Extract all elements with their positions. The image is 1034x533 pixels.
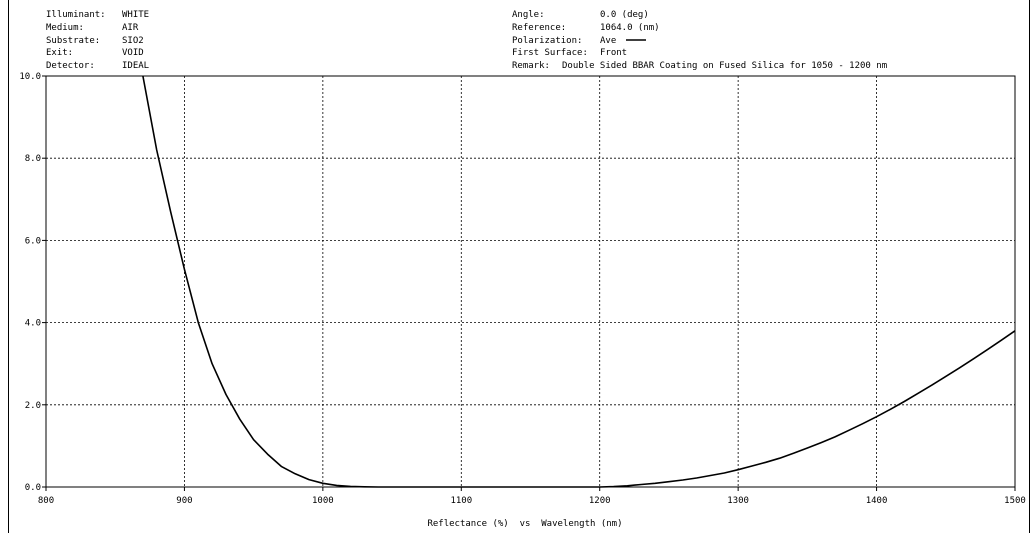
- x-axis-label: Reflectance (%) vs Wavelength (nm): [427, 519, 622, 529]
- header-right-value-1: 1064.0 (nm): [600, 23, 660, 33]
- y-tick-label-10.0: 10.0: [19, 72, 41, 82]
- header-left-value-3: VOID: [122, 48, 144, 58]
- x-tick-label-1500: 1500: [1004, 496, 1026, 506]
- plot-area: 800 900 1000 1100 1200 1300 1400 1500 0.0 2.0 4.0 6…: [19, 72, 1026, 506]
- x-tick-label-1400: 1400: [866, 496, 888, 506]
- header-right-value-2: Ave: [600, 36, 616, 46]
- x-tick-label-1100: 1100: [450, 496, 472, 506]
- header-right-value-0: 0.0 (deg): [600, 10, 649, 20]
- x-tick-label-1300: 1300: [727, 496, 749, 506]
- header-right-key-3: First Surface:: [512, 48, 588, 58]
- plot-frame: [45, 75, 1016, 488]
- series-line-ave: [142, 75, 1016, 488]
- header-left-key-4: Detector:: [46, 61, 95, 71]
- y-tick-label-8.0: 8.0: [25, 154, 41, 164]
- header-left-key-2: Substrate:: [46, 36, 100, 46]
- x-tick-label-1000: 1000: [312, 496, 334, 506]
- x-tick-label-900: 900: [176, 496, 192, 506]
- header-left-key-1: Medium:: [46, 23, 84, 33]
- y-tick-label-0.0: 0.0: [25, 483, 41, 493]
- header-right-value-4: Double Sided BBAR Coating on Fused Silic…: [562, 61, 887, 71]
- header-right: Angle: 0.0 (deg) Reference: 1064.0 (nm) …: [512, 10, 887, 71]
- header-left-value-4: IDEAL: [122, 61, 149, 71]
- header-left: Illuminant: WHITE Medium: AIR Substrate:…: [46, 10, 149, 71]
- header-right-value-3: Front: [600, 48, 627, 58]
- header-left-value-0: WHITE: [122, 10, 149, 20]
- header-right-key-2: Polarization:: [512, 36, 582, 46]
- y-tick-label-6.0: 6.0: [25, 236, 41, 246]
- y-tick-label-2.0: 2.0: [25, 401, 41, 411]
- header-right-key-4: Remark:: [512, 61, 550, 71]
- x-tick-label-800: 800: [38, 496, 54, 506]
- header-left-value-1: AIR: [122, 23, 139, 33]
- header-left-value-2: SIO2: [122, 36, 144, 46]
- header-left-key-0: Illuminant:: [46, 10, 106, 20]
- header-left-key-3: Exit:: [46, 48, 73, 58]
- header-right-key-1: Reference:: [512, 23, 566, 33]
- header-right-key-0: Angle:: [512, 10, 545, 20]
- y-tick-label-4.0: 4.0: [25, 319, 41, 329]
- x-tick-label-1200: 1200: [589, 496, 611, 506]
